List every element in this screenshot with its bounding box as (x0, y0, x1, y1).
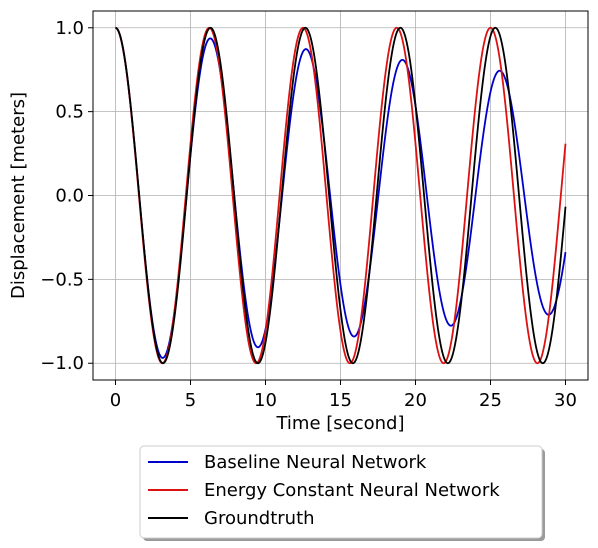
y-tick-label: 0.0 (55, 186, 84, 207)
legend-label-2: Groundtruth (204, 508, 315, 529)
legend-label-0: Baseline Neural Network (204, 452, 427, 473)
legend-label-1: Energy Constant Neural Network (204, 480, 500, 501)
x-tick-label: 10 (254, 390, 277, 411)
legend-items: Baseline Neural Network Energy Constant N… (148, 452, 500, 529)
y-axis-title: Displacement [meters] (8, 92, 29, 299)
x-axis-title: Time [second] (275, 413, 404, 434)
x-tick-label: 5 (185, 390, 196, 411)
series-line-2 (115, 26, 567, 365)
x-tick-label: 0 (110, 390, 121, 411)
x-tick-label: 30 (554, 390, 577, 411)
series-line-1 (115, 26, 567, 365)
legend: Baseline Neural Network Energy Constant N… (139, 445, 545, 541)
y-tick-label: 0.5 (55, 102, 84, 123)
x-axis-ticks: 0 5 10 15 20 25 30 (110, 380, 577, 411)
plot-area (92, 10, 589, 381)
x-tick-label: 25 (479, 390, 502, 411)
y-tick-label: −1.0 (40, 353, 84, 374)
x-tick-label: 20 (404, 390, 427, 411)
y-tick-label: −0.5 (40, 269, 84, 290)
x-tick-label: 15 (329, 390, 352, 411)
legend-box (139, 445, 543, 539)
y-tick-label: 1.0 (55, 18, 84, 39)
y-axis-ticks: −1.0 −0.5 0.0 0.5 1.0 (40, 18, 93, 374)
series-layer (115, 26, 567, 365)
